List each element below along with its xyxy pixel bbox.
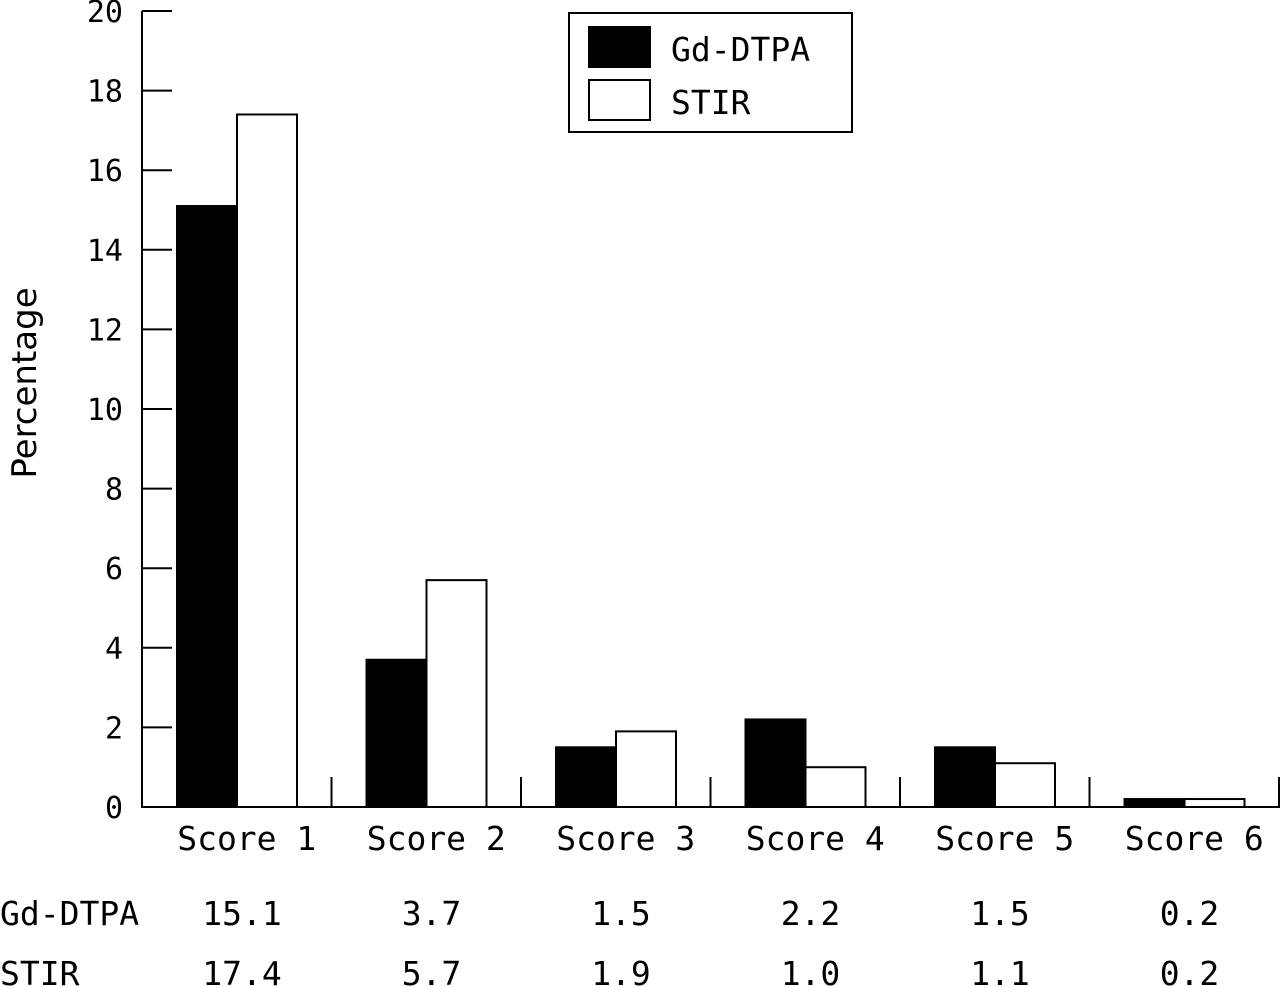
table-row-label-gd-dtpa: Gd-DTPA	[0, 894, 139, 933]
bar-gd-dtpa-score-2	[365, 658, 428, 808]
bar-gd-dtpa-score-1	[176, 205, 238, 808]
legend-label-gd-dtpa: Gd-DTPA	[671, 30, 810, 69]
y-tick-label-20: 20	[87, 0, 123, 30]
x-axis-dividers	[330, 777, 1280, 807]
table-cell-stir-4: 1.0	[781, 954, 841, 987]
legend-label-stir: STIR	[671, 83, 751, 122]
y-tick-label-14: 14	[87, 234, 123, 269]
x-tick-label-score-5: Score 5	[935, 819, 1074, 858]
bar-stir-score-5	[994, 762, 1056, 808]
legend: Gd-DTPA STIR	[568, 12, 853, 133]
y-tick-label-8: 8	[105, 473, 123, 508]
table-cell-gd-dtpa-1: 15.1	[202, 894, 281, 933]
bar-gd-dtpa-score-6	[1123, 798, 1186, 808]
y-tick-label-18: 18	[87, 75, 123, 110]
y-axis-title: Percentage	[5, 287, 45, 478]
bar-gd-dtpa-score-3	[555, 746, 617, 808]
y-tick-label-10: 10	[87, 393, 123, 428]
y-tick-label-0: 0	[105, 791, 123, 826]
table-row-label-stir: STIR	[0, 954, 80, 987]
table-cells: 15.1 3.7 1.5 2.2 1.5 0.2 17.4 5.7 1.9 1.0 1.1 0.2	[202, 894, 1219, 987]
table-cell-gd-dtpa-5: 1.5	[970, 894, 1030, 933]
table-cell-stir-5: 1.1	[970, 954, 1030, 987]
bar-stir-score-2	[425, 579, 488, 809]
y-tick-label-12: 12	[87, 313, 123, 348]
x-tick-label-score-2: Score 2	[367, 819, 506, 858]
bar-stir-score-6	[1183, 798, 1246, 808]
table-cell-stir-6: 0.2	[1160, 954, 1220, 987]
x-tick-label-score-6: Score 6	[1125, 819, 1264, 858]
table-cell-gd-dtpa-3: 1.5	[591, 894, 651, 933]
bar-gd-dtpa-score-5	[934, 746, 996, 808]
y-tick-label-4: 4	[105, 632, 123, 667]
x-tick-label-score-4: Score 4	[746, 819, 885, 858]
bar-stir-score-1	[236, 113, 298, 809]
x-tick-label-score-3: Score 3	[556, 819, 695, 858]
table-cell-gd-dtpa-4: 2.2	[781, 894, 841, 933]
table-cell-stir-2: 5.7	[402, 954, 462, 987]
table-cell-gd-dtpa-2: 3.7	[402, 894, 462, 933]
x-axis-tick-labels: Score 1 Score 2 Score 3 Score 4 Score 5 Score…	[177, 819, 1264, 858]
bar-stir-score-4	[804, 766, 867, 809]
bar-stir-score-3	[615, 730, 677, 809]
legend-swatch-gd-dtpa	[588, 26, 651, 68]
y-tick-label-6: 6	[105, 552, 123, 587]
y-tick-label-16: 16	[87, 154, 123, 189]
table-cell-gd-dtpa-6: 0.2	[1160, 894, 1220, 933]
table-cell-stir-1: 17.4	[202, 954, 281, 987]
table-cell-stir-3: 1.9	[591, 954, 651, 987]
legend-swatch-stir	[588, 79, 651, 121]
y-axis-tick-labels: 0 2 4 6 8 10 12 14 16 18 20	[87, 0, 123, 826]
data-table: Gd-DTPA STIR 15.1 3.7 1.5 2.2 1.5 0.217.4 5.7 1…	[0, 894, 1219, 987]
x-tick-label-score-1: Score 1	[177, 819, 316, 858]
bar-gd-dtpa-score-4	[744, 718, 807, 808]
y-axis-ticks	[142, 10, 172, 808]
y-tick-label-2: 2	[105, 711, 123, 746]
bars	[176, 113, 1246, 809]
